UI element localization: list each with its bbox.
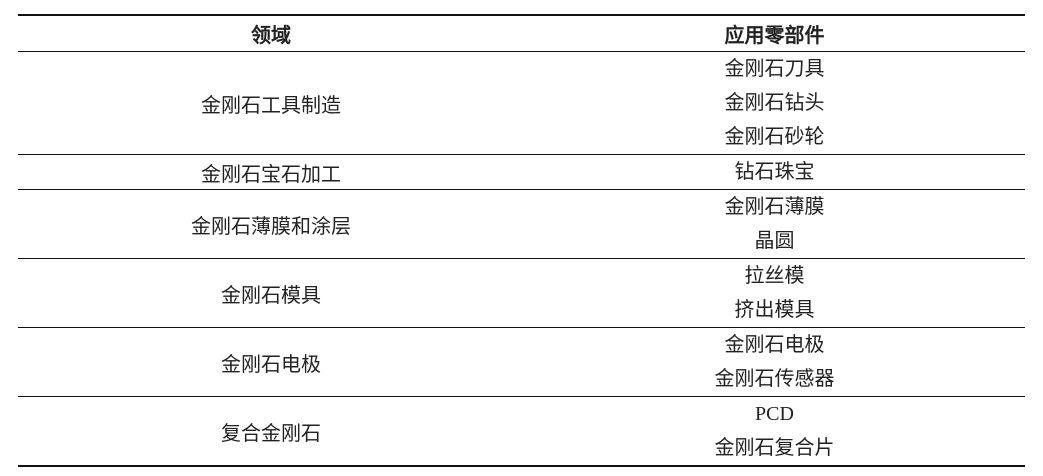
header-cell: 领域 (18, 14, 524, 52)
part-item: 金刚石传感器 (714, 368, 835, 390)
parts-cell: PCD 金刚石复合片 (524, 396, 1025, 467)
parts-cell: 钻石珠宝 (524, 154, 1025, 190)
parts-cell: 金刚石刀具金刚石钻头金刚石砂轮 (524, 51, 1025, 155)
field-cell: 复合金刚石 (18, 396, 524, 467)
table-body: 金刚石工具制造 金刚石刀具 金刚石钻头 金刚石砂轮 金刚石宝石加工 钻石珠宝 金刚石薄膜和涂… (18, 51, 1025, 467)
part-item: 晶圆 (754, 230, 795, 252)
parts-cell: 拉丝模 挤出模具 (524, 258, 1025, 328)
part-item: 挤出模具 (734, 299, 815, 321)
parts-table: 领域 应用零部件 金刚石工具制造 金刚石刀具 金刚石钻头 金刚石砂轮 金刚石宝石加工 钻石… (18, 14, 1025, 467)
parts-cell: 金刚石电极金刚石传感器 (524, 327, 1025, 397)
part-item: PCD (755, 403, 794, 425)
header-row: 领域 应用零部件 (18, 14, 1025, 52)
part-item: 金刚石复合片 (714, 437, 835, 459)
field-cell: 金刚石电极 (18, 327, 524, 397)
field-cell: 金刚石模具 (18, 258, 524, 328)
table-row: 金刚石电极 金刚石电极 金刚石传感器 (18, 327, 1025, 397)
table-row: 金刚石薄膜和涂层 金刚石薄膜 晶圆 (18, 189, 1025, 259)
parts-cell: 金刚石薄膜 晶圆 (524, 189, 1025, 259)
table-row: 复合金刚石 PCD 金刚石复合片 (18, 396, 1025, 467)
part-item: 金刚石钻头 (724, 92, 825, 114)
table-row: 金刚石工具制造 金刚石刀具 金刚石钻头 金刚石砂轮 (18, 51, 1025, 155)
part-item: 金刚石薄膜 (724, 196, 825, 218)
table-row: 金刚石模具 拉丝模 挤出模具 (18, 258, 1025, 328)
field-cell: 金刚石薄膜和涂层 (18, 189, 524, 259)
header-cell: 应用零部件 (524, 14, 1025, 52)
part-item: 金刚石电极 (724, 334, 825, 356)
table-row: 金刚石宝石加工 钻石珠宝 (18, 154, 1025, 190)
field-cell: 金刚石工具制造 (18, 51, 524, 155)
part-item: 钻石珠宝 (734, 161, 815, 183)
part-item: 金刚石刀具 (724, 58, 825, 80)
part-item: 拉丝模 (744, 265, 805, 287)
table-header: 领域 应用零部件 (18, 14, 1025, 52)
part-item: 金刚石砂轮 (724, 126, 825, 148)
field-cell: 金刚石宝石加工 (18, 154, 524, 190)
